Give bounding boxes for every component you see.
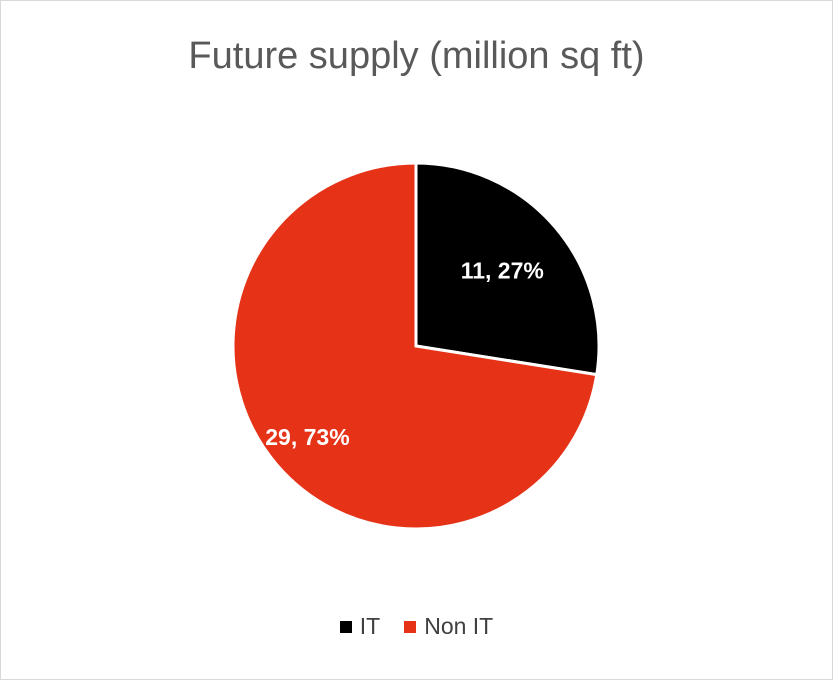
data-label-non-it: 29, 73% (265, 424, 349, 450)
chart-legend: IT Non IT (1, 613, 832, 640)
pie-slice-non-it (231, 161, 599, 531)
legend-item-non-it: Non IT (404, 613, 493, 640)
data-label-it: 11, 27% (461, 257, 544, 283)
pie-slice-it (414, 161, 601, 377)
legend-label-non-it: Non IT (424, 613, 494, 639)
legend-label-it: IT (359, 613, 381, 639)
legend-swatch-non-it (404, 620, 417, 633)
legend-item-it: IT (339, 613, 381, 640)
legend-swatch-it (339, 620, 352, 633)
chart-title: Future supply (million sq ft) (188, 35, 645, 77)
